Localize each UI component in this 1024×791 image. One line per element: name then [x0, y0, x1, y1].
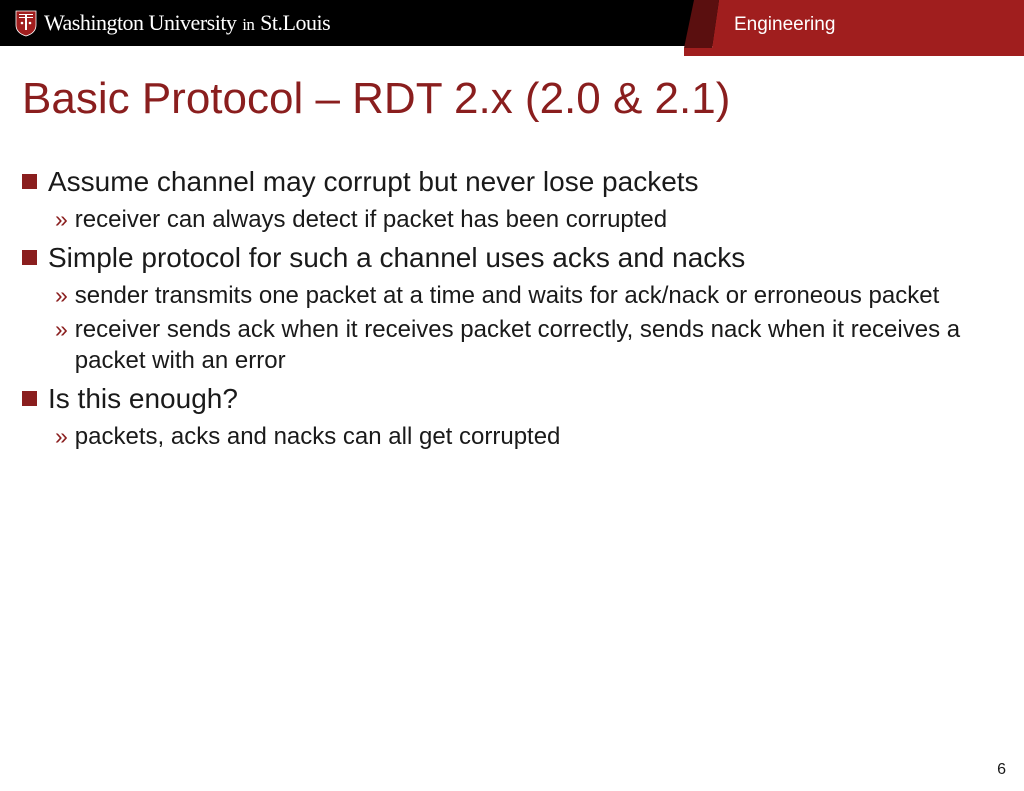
- bullet-item: Is this enough?: [22, 381, 1004, 416]
- header-bar: Washington University in St.Louis Engine…: [0, 0, 1024, 46]
- bullet-item: Simple protocol for such a channel uses …: [22, 240, 1004, 275]
- square-bullet-icon: [22, 174, 37, 189]
- sub-bullet-item: » sender transmits one packet at a time …: [55, 281, 1004, 312]
- chevron-bullet-icon: »: [55, 316, 68, 343]
- bullet-text: Simple protocol for such a channel uses …: [48, 240, 745, 275]
- sub-bullet-text: receiver sends ack when it receives pack…: [75, 315, 1004, 376]
- sub-bullet-item: » receiver can always detect if packet h…: [55, 205, 1004, 236]
- shield-icon: [14, 9, 38, 37]
- sub-bullet-item: » packets, acks and nacks can all get co…: [55, 422, 1004, 453]
- square-bullet-icon: [22, 250, 37, 265]
- chevron-bullet-icon: »: [55, 423, 68, 450]
- bullet-text: Is this enough?: [48, 381, 238, 416]
- chevron-bullet-icon: »: [55, 282, 68, 309]
- bullet-item: Assume channel may corrupt but never los…: [22, 164, 1004, 199]
- sub-bullet-text: receiver can always detect if packet has…: [75, 205, 667, 236]
- department-label: Engineering: [734, 14, 835, 36]
- university-logo: Washington University in St.Louis: [0, 9, 330, 37]
- slide-content: Assume channel may corrupt but never los…: [0, 134, 1024, 453]
- square-bullet-icon: [22, 391, 37, 406]
- sub-bullet-text: packets, acks and nacks can all get corr…: [75, 422, 561, 453]
- chevron-bullet-icon: »: [55, 206, 68, 233]
- sub-bullet-text: sender transmits one packet at a time an…: [75, 281, 939, 312]
- page-number: 6: [997, 761, 1006, 779]
- department-tab: Engineering: [684, 0, 1024, 61]
- university-name: Washington University in St.Louis: [44, 10, 330, 36]
- sub-bullet-item: » receiver sends ack when it receives pa…: [55, 315, 1004, 376]
- bullet-text: Assume channel may corrupt but never los…: [48, 164, 699, 199]
